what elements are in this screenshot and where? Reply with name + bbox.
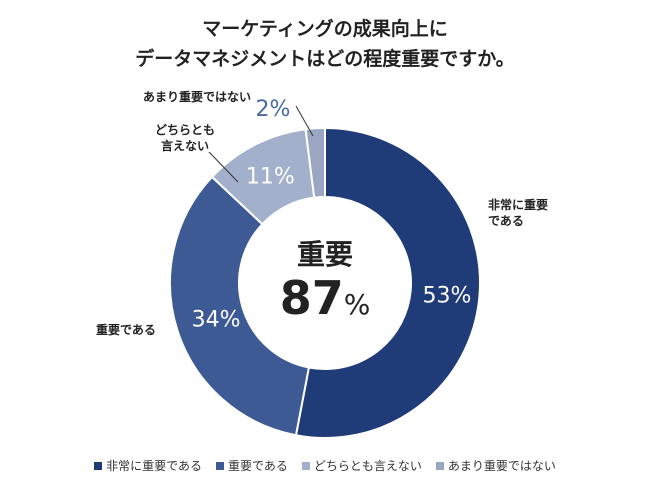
legend-label-important: 重要である (227, 459, 288, 473)
leader-lines (208, 105, 314, 183)
legend-item-important: 重要である (215, 457, 288, 474)
category-label-not-very-important-line1: あまり重要ではない (143, 89, 251, 104)
category-label-neutral-line2: 言えない (161, 138, 209, 153)
category-label-very-important-line1: 非常に重要 (488, 197, 548, 212)
donut-slices (169, 126, 481, 439)
legend-swatch-very-important (94, 461, 103, 470)
chart-title: マーケティングの成果向上に データマネジメントはどの程度重要ですか。 (0, 14, 650, 74)
legend-item-very-important: 非常に重要である (94, 457, 202, 474)
legend-item-neutral: どちらとも言えない (301, 457, 422, 474)
center-value-number: 87 (280, 271, 344, 325)
center-label: 重要 (297, 238, 353, 271)
value-label-very-important: 53% (423, 284, 472, 309)
leader-line-neutral (208, 151, 239, 183)
legend-swatch-neutral (301, 461, 310, 470)
category-label-very-important-line2: である (488, 214, 524, 228)
legend-swatch-not-very-important (435, 461, 444, 470)
category-label-neutral-line1: どちらとも (155, 123, 215, 137)
leader-line-not-very-important (295, 105, 314, 137)
value-label-neutral: 11% (246, 165, 295, 190)
chart-title-line2: データマネジメントはどの程度重要ですか。 (135, 48, 515, 70)
value-labels: 53% 34% 11% 2% (192, 97, 472, 332)
slice-very-important (294, 126, 481, 439)
chart-title-line1: マーケティングの成果向上に (202, 18, 448, 40)
slice-not-very-important (304, 126, 326, 199)
legend-label-neutral: どちらとも言えない (313, 459, 422, 473)
legend-item-not-very-important: あまり重要ではない (435, 457, 556, 474)
value-label-important: 34% (192, 307, 241, 332)
legend-label-not-very-important: あまり重要ではない (447, 459, 556, 473)
value-label-not-very-important: 2% (256, 97, 291, 122)
center-value: 87% (280, 271, 371, 325)
center-value-unit: % (344, 288, 371, 321)
legend-label-very-important: 非常に重要である (106, 459, 202, 473)
slice-important (169, 175, 311, 437)
category-label-important-line1: 重要である (96, 322, 156, 337)
legend: 非常に重要である 重要である どちらとも言えない あまり重要ではない (0, 457, 650, 474)
legend-swatch-important (215, 461, 224, 470)
